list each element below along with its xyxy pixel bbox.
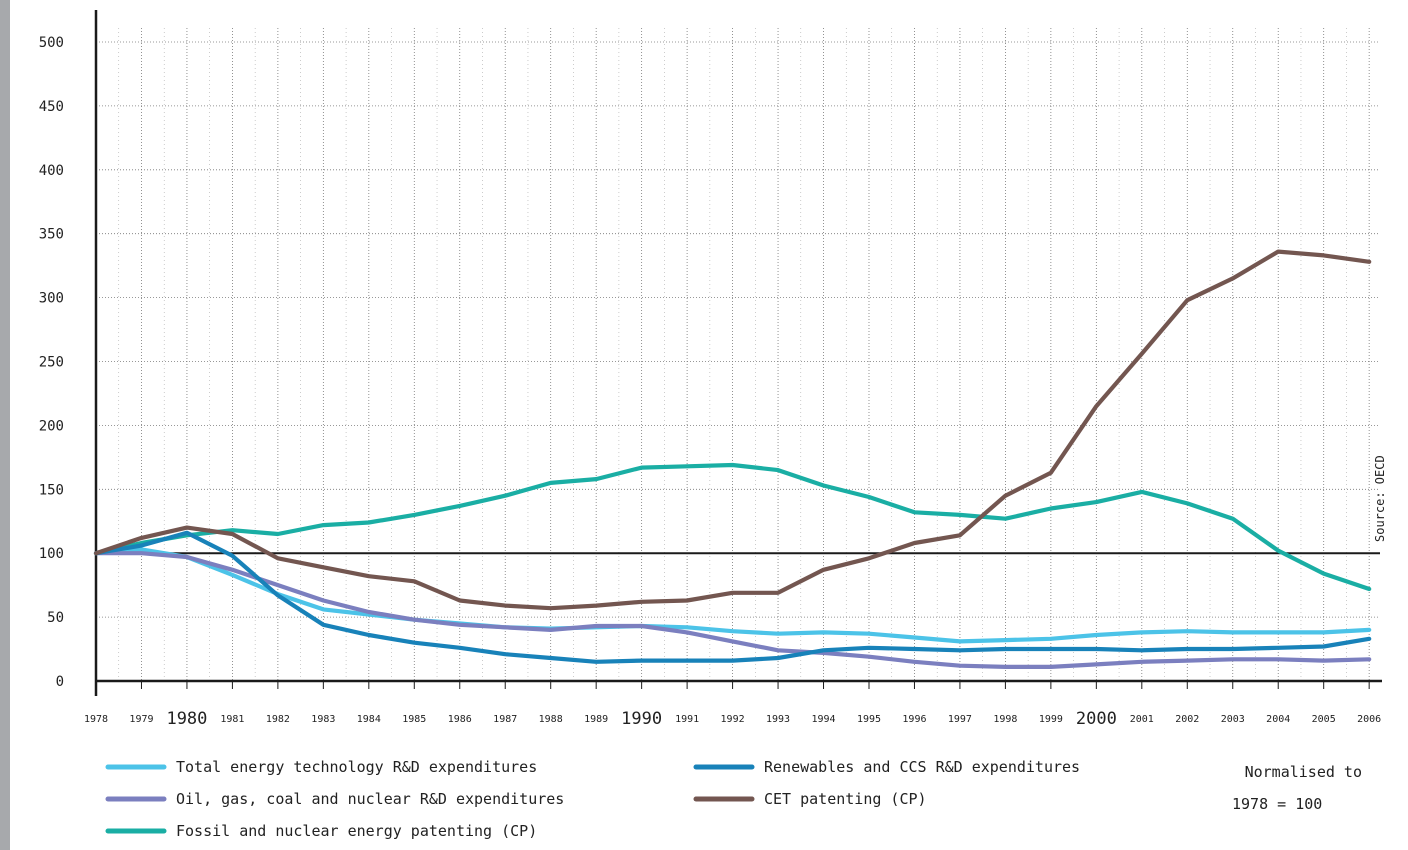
x-tick-label: 1999 xyxy=(1039,714,1063,725)
x-tick-label: 2000 xyxy=(1076,709,1117,729)
x-axis-ticks: 1978 1979 1980 1981 1982 1983 1984 1985 1986 1987… xyxy=(84,681,1381,729)
series-line xyxy=(93,462,1372,592)
y-tick-label: 150 xyxy=(39,482,64,498)
y-tick-label: 350 xyxy=(39,227,64,243)
x-tick-label: 1978 xyxy=(84,714,108,725)
legend-label: Oil, gas, coal and nuclear R&D expenditu… xyxy=(176,790,564,808)
source-label: Source: OECD xyxy=(1373,455,1387,542)
x-tick-label: 1986 xyxy=(448,714,472,725)
series-lines xyxy=(93,249,1372,670)
x-tick-label: 2002 xyxy=(1175,714,1199,725)
x-tick-label: 1987 xyxy=(493,714,517,725)
x-tick-label: 1998 xyxy=(993,714,1017,725)
legend-label: Fossil and nuclear energy patenting (CP) xyxy=(176,822,537,840)
x-tick-label: 1990 xyxy=(621,709,662,729)
normalisation-note-line1: Normalised to xyxy=(1245,763,1362,781)
y-tick-label: 300 xyxy=(39,291,64,307)
legend: Total energy technology R&D expenditures… xyxy=(105,758,1080,840)
y-tick-label: 450 xyxy=(39,99,64,115)
x-tick-label: 1983 xyxy=(311,714,335,725)
x-tick-label: 1993 xyxy=(766,714,790,725)
series-line xyxy=(93,530,1372,664)
x-tick-label: 2003 xyxy=(1221,714,1245,725)
x-tick-label: 1997 xyxy=(948,714,972,725)
series-line xyxy=(93,551,1372,670)
grid xyxy=(95,28,1380,681)
left-accent-bar xyxy=(0,0,10,850)
x-tick-label: 1995 xyxy=(857,714,881,725)
x-tick-label: 1984 xyxy=(357,714,381,725)
x-tick-label: 1992 xyxy=(721,714,745,725)
x-tick-label: 2004 xyxy=(1266,714,1290,725)
y-tick-label: 100 xyxy=(39,546,64,562)
axes xyxy=(94,10,1382,696)
x-tick-label: 1996 xyxy=(902,714,926,725)
legend-label: CET patenting (CP) xyxy=(764,790,927,808)
x-tick-label: 1994 xyxy=(811,714,835,725)
x-tick-label: 1989 xyxy=(584,714,608,725)
x-tick-label: 1991 xyxy=(675,714,699,725)
legend-label: Total energy technology R&D expenditures xyxy=(176,758,537,776)
x-tick-label: 1980 xyxy=(166,709,207,729)
y-tick-label: 0 xyxy=(56,674,64,690)
y-axis-ticks: 0 50 100 150 200 250 300 350 400 450 500 xyxy=(39,35,64,690)
x-tick-label: 2005 xyxy=(1312,714,1336,725)
y-tick-label: 250 xyxy=(39,355,64,371)
x-tick-label: 1979 xyxy=(129,714,153,725)
x-tick-label: 2006 xyxy=(1357,714,1381,725)
legend-label: Renewables and CCS R&D expenditures xyxy=(764,758,1080,776)
x-tick-label: 1988 xyxy=(539,714,563,725)
x-tick-label: 1982 xyxy=(266,714,290,725)
series-line xyxy=(93,547,1372,644)
x-tick-label: 2001 xyxy=(1130,714,1154,725)
y-tick-label: 50 xyxy=(47,610,64,626)
series-line xyxy=(93,249,1372,611)
x-tick-label: 1985 xyxy=(402,714,426,725)
y-tick-label: 500 xyxy=(39,35,64,51)
x-tick-label: 1981 xyxy=(220,714,244,725)
normalisation-note-line2: 1978 = 100 xyxy=(1232,795,1322,813)
y-tick-label: 400 xyxy=(39,163,64,179)
y-tick-label: 200 xyxy=(39,418,64,434)
